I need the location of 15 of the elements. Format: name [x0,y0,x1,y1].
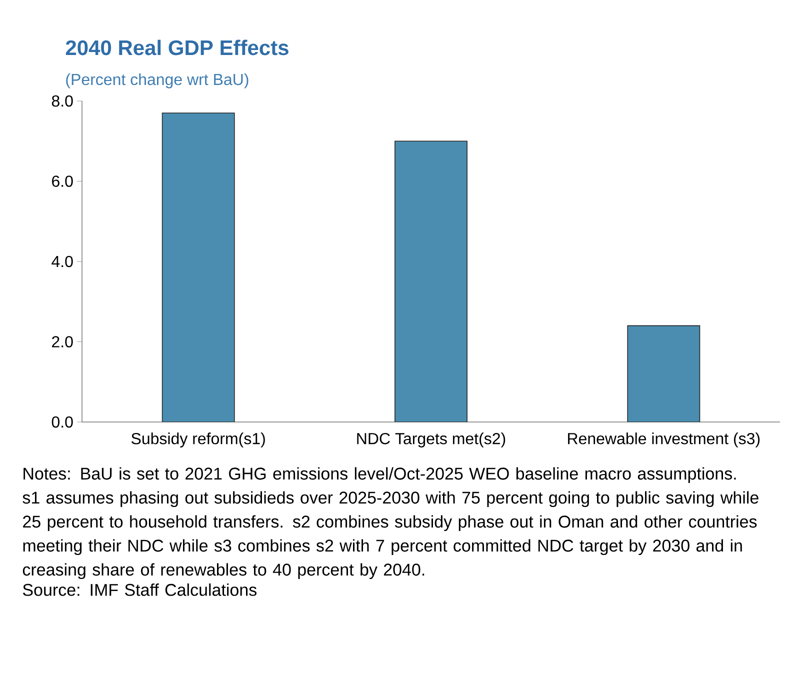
x-tick-label: NDC Targets met(s2) [357,432,506,448]
x-tick-label: Renewable investment (s3) [568,432,760,448]
y-tick-label: 0.0 [52,416,73,428]
source-note: Source: IMF Staff Calculations [22,583,257,596]
y-tick-label: 4.0 [52,256,73,268]
chart-title: 2040 Real GDP Effects [66,40,288,56]
y-tick-label: 8.0 [52,95,73,107]
bar [394,140,468,422]
y-tick-label: 6.0 [52,176,73,187]
chart-subtitle: (Percent change wrt BaU) [66,73,248,88]
y-tick-label: 2.0 [52,336,73,348]
text: Notes: BaU is set to 2021 GHG emissions level/Oct-2025 WEO baseline macro assumptions. s1 assumes phasing out subsidieds over 2025-2030 with 75 percent going to public saving while 25 percent to household transfers. s2 combines subsidy phase out in Oman and other countries meeting their NDC while s3 combines s2 with 7 percent committed NDC target by 2030 and in creasing share of renewables to 40 percent by 2040. [22,467,758,580]
x-tick-label: Subsidy reform(s1) [131,432,265,448]
bar [162,112,235,422]
bar [627,325,700,422]
